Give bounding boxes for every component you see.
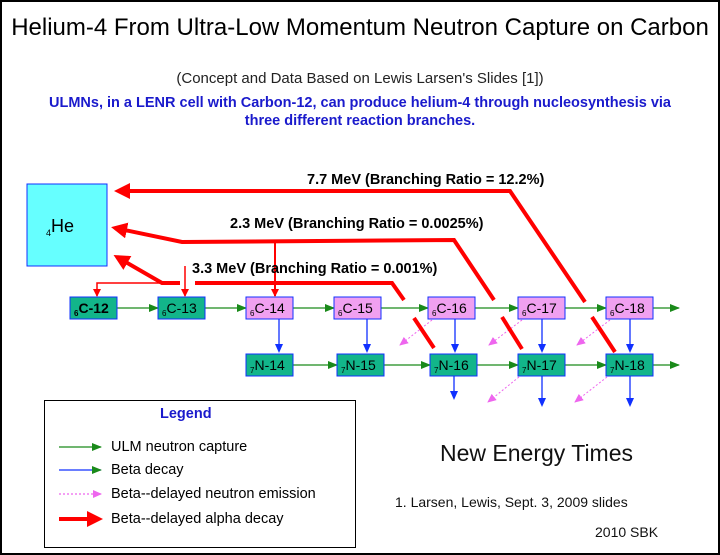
credit-logo-text: New Energy Times <box>440 440 634 466</box>
legend-item: Beta decay <box>111 462 184 478</box>
beta-arrowhead <box>451 344 459 353</box>
svg-text:6C-13: 6C-13 <box>162 300 197 318</box>
neutron-emission-arrow <box>399 319 433 346</box>
svg-text:7N-15: 7N-15 <box>341 357 376 375</box>
alpha-decay-line <box>195 281 406 302</box>
nucleus-c-12: 6C-12 <box>69 296 118 320</box>
nucleus-c-18: 6C-18 <box>605 296 654 320</box>
nucleus-n-14: 7N-14 <box>245 353 294 377</box>
nucleus-n-15: 7N-15 <box>336 353 385 377</box>
helium-box: 4He <box>26 183 108 267</box>
legend-symbols <box>59 443 103 527</box>
svg-text:7N-17: 7N-17 <box>522 357 557 375</box>
svg-text:6C-18: 6C-18 <box>610 300 645 318</box>
nucleus-c-13: 6C-13 <box>157 296 206 320</box>
svg-text:6C-14: 6C-14 <box>250 300 285 318</box>
branch-label-3-3: 3.3 MeV (Branching Ratio = 0.001%) <box>192 261 438 277</box>
legend-title: Legend <box>160 406 212 422</box>
svg-text:7N-18: 7N-18 <box>610 357 645 375</box>
alpha-decay-line <box>114 183 587 304</box>
svg-text:6C-17: 6C-17 <box>522 300 557 318</box>
svg-text:6C-15: 6C-15 <box>338 300 373 318</box>
neutron-emission-arrow <box>487 376 520 403</box>
branch-label-2-3: 2.3 MeV (Branching Ratio = 0.0025%) <box>230 216 484 232</box>
beta-arrowhead <box>363 344 371 353</box>
description: ULMNs, in a LENR cell with Carbon-12, ca… <box>49 95 671 129</box>
beta-arrowhead <box>538 398 546 407</box>
legend-item: Beta--delayed alpha decay <box>111 511 284 527</box>
nucleus-c-17: 6C-17 <box>517 296 566 320</box>
nucleus-n-17: 7N-17 <box>517 353 566 377</box>
signature: 2010 SBK <box>595 524 659 540</box>
nucleus-n-18: 7N-18 <box>605 353 654 377</box>
alpha-decay-line <box>500 315 524 351</box>
nucleus-c-14: 6C-14 <box>245 296 294 320</box>
subtitle: (Concept and Data Based on Lewis Larsen'… <box>176 70 544 87</box>
nucleus-c-16: 6C-16 <box>427 296 476 320</box>
svg-text:6C-12: 6C-12 <box>74 300 109 318</box>
reference: 1. Larsen, Lewis, Sept. 3, 2009 slides <box>395 494 628 510</box>
alpha-decay-line <box>111 222 496 302</box>
svg-text:4He: 4He <box>46 216 74 238</box>
svg-text:6C-16: 6C-16 <box>432 300 467 318</box>
svg-text:7N-16: 7N-16 <box>434 357 469 375</box>
nucleus-c-15: 6C-15 <box>333 296 382 320</box>
page-title: Helium-4 From Ultra-Low Momentum Neutron… <box>11 14 709 41</box>
svg-text:7N-14: 7N-14 <box>250 357 285 375</box>
beta-arrowhead <box>450 391 458 400</box>
neutron-emission-arrow <box>576 319 611 346</box>
branch-label-7-7: 7.7 MeV (Branching Ratio = 12.2%) <box>307 172 544 188</box>
beta-arrowhead <box>275 344 283 353</box>
beta-arrowhead <box>626 398 634 407</box>
neutron-emission-arrow <box>574 376 608 403</box>
alpha-decay-line <box>113 254 180 285</box>
alpha-decay-line <box>93 282 162 297</box>
legend-item: ULM neutron capture <box>111 439 248 455</box>
neutron-emission-arrow <box>488 319 523 346</box>
alpha-decay-line <box>412 316 436 350</box>
alpha-decay-line <box>590 315 617 354</box>
legend-item: Beta--delayed neutron emission <box>111 486 316 502</box>
beta-arrowhead <box>626 344 634 353</box>
nucleus-n-16: 7N-16 <box>429 353 478 377</box>
beta-arrowhead <box>538 344 546 353</box>
legend: Legend ULM neutron capture Beta decay Be… <box>44 400 356 548</box>
